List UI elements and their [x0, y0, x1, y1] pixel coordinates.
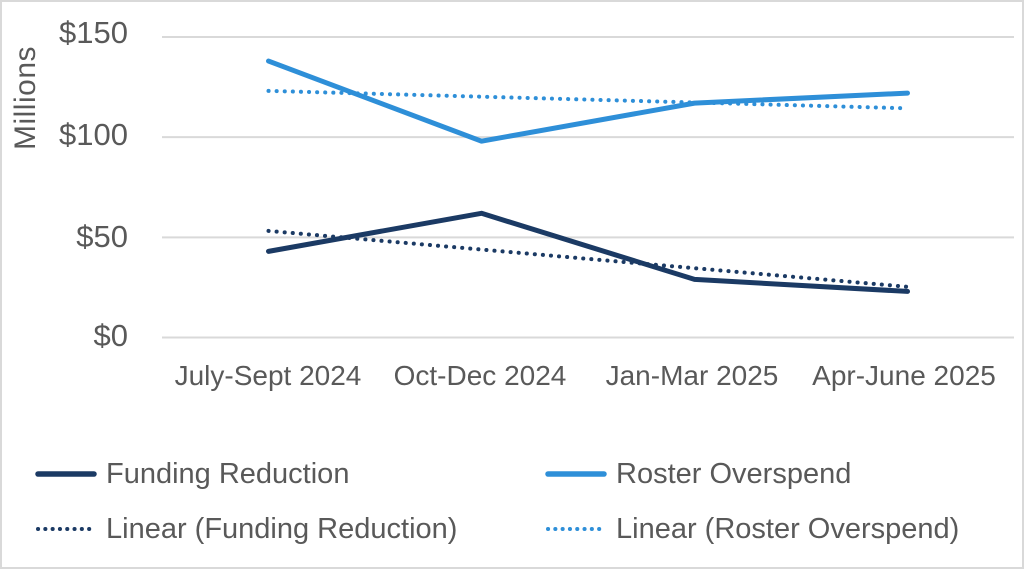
legend-swatch-solid-line	[35, 471, 97, 477]
legend-swatch-solid-line	[545, 471, 607, 477]
legend-label: Linear (Roster Overspend)	[616, 512, 960, 545]
x-tick-label: Oct-Dec 2024	[393, 360, 567, 391]
legend-item-linear-roster-overspend: Linear (Roster Overspend)	[545, 511, 959, 547]
x-tick-label: July-Sept 2024	[174, 360, 362, 391]
series-line-roster-overspend	[266, 58, 910, 144]
legend-swatch-dotted-line	[546, 527, 606, 531]
y-tick-label: $100	[59, 117, 128, 152]
x-tick-label: Apr-June 2025	[812, 360, 996, 391]
plot-area	[162, 36, 1014, 339]
legend-swatch-dotted-line	[36, 527, 96, 531]
x-tick-label: Jan-Mar 2025	[605, 360, 779, 391]
series-line-linear-funding-reduction	[266, 228, 910, 289]
legend-item-funding-reduction: Funding Reduction	[35, 456, 349, 492]
legend-label: Funding Reduction	[106, 457, 350, 490]
y-tick-label: $0	[93, 318, 128, 353]
series-line-funding-reduction	[266, 210, 910, 294]
legend-item-linear-funding-reduction: Linear (Funding Reduction)	[35, 511, 457, 547]
y-tick-label: $50	[76, 219, 128, 254]
series-line-linear-roster-overspend	[266, 88, 910, 111]
legend-label: Linear (Funding Reduction)	[106, 512, 458, 545]
legend-item-roster-overspend: Roster Overspend	[545, 456, 851, 492]
legend-label: Roster Overspend	[616, 457, 852, 490]
y-tick-label: $150	[59, 15, 128, 50]
